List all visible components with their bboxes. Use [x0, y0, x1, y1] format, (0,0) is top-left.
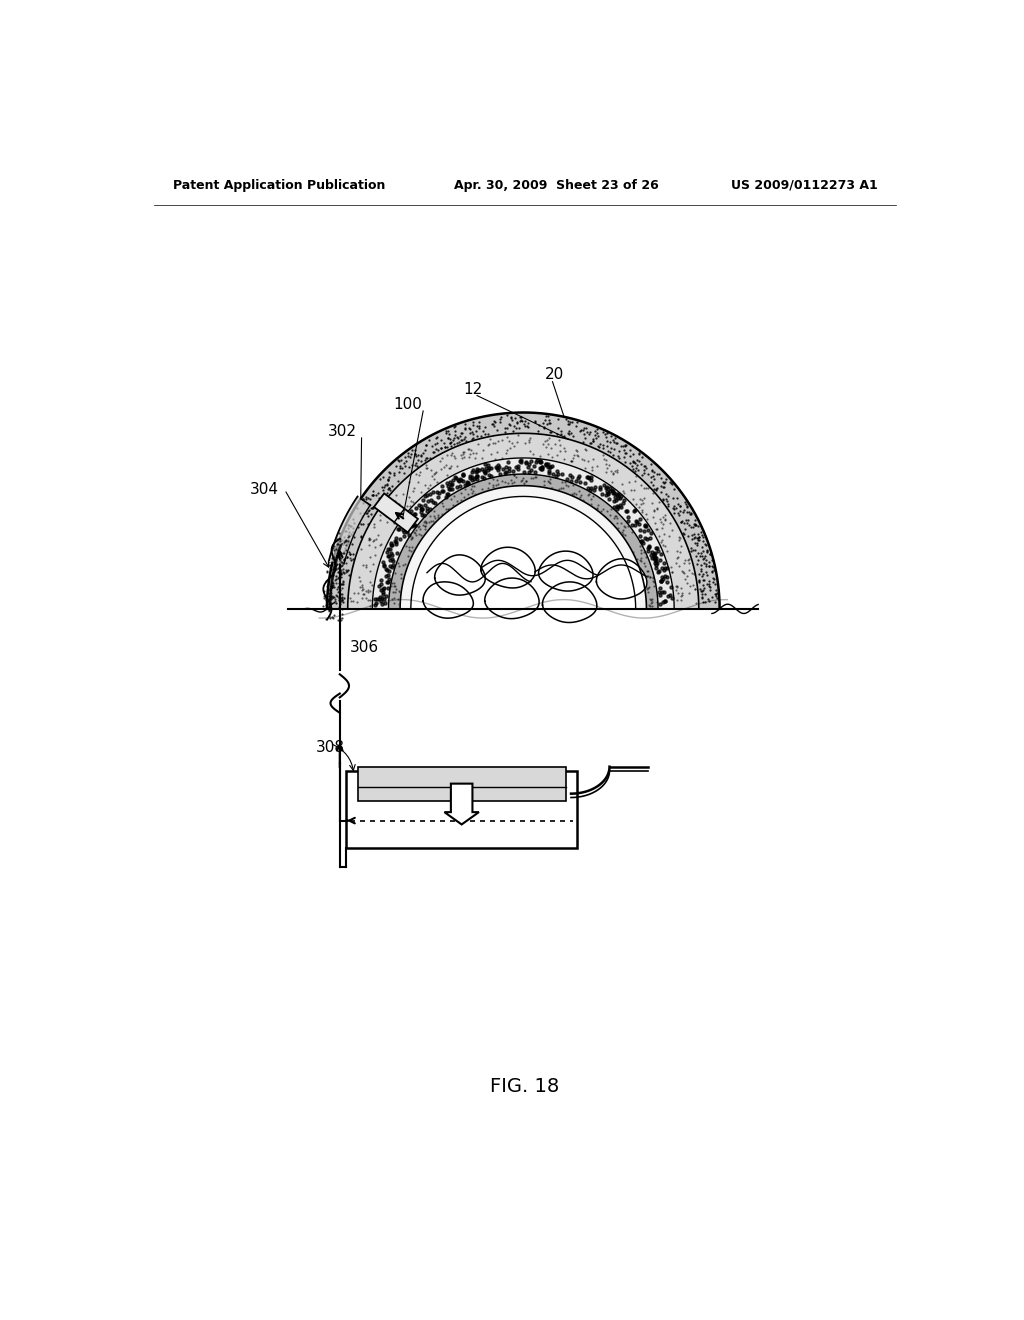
Text: 308: 308 [315, 741, 344, 755]
Polygon shape [444, 784, 479, 825]
Text: Patent Application Publication: Patent Application Publication [173, 178, 385, 191]
Polygon shape [481, 548, 536, 587]
Polygon shape [374, 494, 418, 532]
Polygon shape [327, 413, 720, 609]
Polygon shape [484, 578, 540, 619]
Polygon shape [373, 458, 674, 609]
Polygon shape [596, 558, 647, 599]
Bar [357, 767, 565, 801]
Text: 100: 100 [393, 397, 422, 412]
Text: 20: 20 [545, 367, 563, 381]
Bar [346, 771, 578, 847]
Polygon shape [348, 433, 698, 609]
Polygon shape [388, 474, 658, 609]
Polygon shape [434, 554, 485, 595]
Polygon shape [400, 486, 646, 609]
Text: 302: 302 [328, 424, 356, 440]
Text: Apr. 30, 2009  Sheet 23 of 26: Apr. 30, 2009 Sheet 23 of 26 [454, 178, 658, 191]
Polygon shape [423, 582, 473, 618]
Text: US 2009/0112273 A1: US 2009/0112273 A1 [731, 178, 878, 191]
Text: 306: 306 [350, 640, 379, 655]
Text: FIG. 18: FIG. 18 [490, 1077, 559, 1096]
Polygon shape [329, 496, 371, 564]
Text: 304: 304 [250, 482, 279, 498]
Polygon shape [543, 582, 597, 623]
Polygon shape [411, 496, 636, 609]
Polygon shape [539, 550, 593, 591]
Text: 12: 12 [464, 381, 483, 397]
